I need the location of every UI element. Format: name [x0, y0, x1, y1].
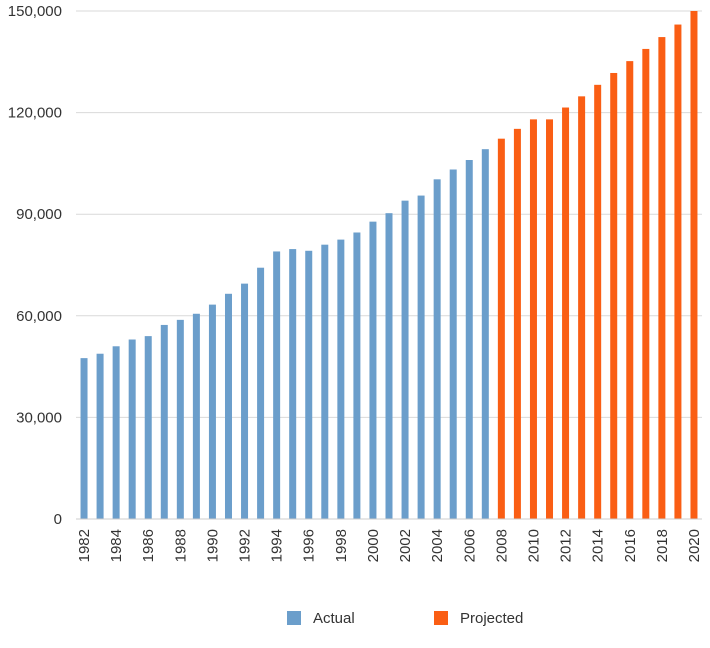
bar-actual-1988: [176, 319, 184, 519]
x-tick-label: 2014: [590, 529, 607, 562]
bar-actual-1984: [112, 346, 120, 519]
x-tick-label: 1990: [204, 529, 221, 562]
y-tick-label: 150,000: [8, 3, 62, 20]
bar-actual-2000: [369, 221, 377, 519]
bar-actual-1991: [224, 293, 232, 519]
x-tick-label: 1984: [108, 529, 125, 562]
bar-actual-1995: [289, 249, 297, 519]
bar-actual-2007: [481, 149, 489, 519]
bar-actual-1992: [241, 283, 249, 519]
legend-label-projected: Projected: [460, 610, 523, 627]
bar-projected-2016: [626, 61, 634, 520]
bar-actual-1987: [160, 324, 168, 519]
bar-actual-1998: [337, 239, 345, 519]
bar-projected-2014: [594, 84, 602, 519]
y-tick-label: 30,000: [16, 409, 62, 426]
bar-projected-2013: [578, 96, 586, 519]
bar-actual-1983: [96, 353, 104, 519]
x-tick-label: 2012: [558, 529, 575, 562]
bar-projected-2015: [610, 72, 618, 519]
bar-actual-2004: [433, 179, 441, 519]
legend-swatch-actual: [287, 611, 301, 625]
bar-projected-2019: [674, 24, 682, 520]
bar-projected-2008: [497, 138, 505, 519]
x-tick-label: 2016: [622, 529, 639, 562]
bar-actual-1993: [257, 267, 265, 519]
bar-actual-1996: [305, 250, 313, 519]
x-tick-label: 2010: [525, 529, 542, 562]
y-tick-label: 120,000: [8, 105, 62, 122]
legend-swatch-projected: [434, 611, 448, 625]
y-tick-label: 60,000: [16, 308, 62, 325]
bar-projected-2018: [658, 37, 666, 519]
x-tick-label: 1998: [333, 529, 350, 562]
bar-actual-2005: [449, 169, 457, 519]
bar-actual-1990: [208, 304, 216, 519]
x-axis-tick-labels: 1982 1984 1986 1988 1990 1992 1994 1996 1998 2000…: [76, 529, 703, 562]
x-tick-label: 2004: [429, 529, 446, 562]
y-tick-label: 0: [54, 511, 62, 528]
bar-actual-1994: [273, 251, 281, 519]
x-tick-label: 2006: [461, 529, 478, 562]
x-tick-label: 1986: [140, 529, 157, 562]
x-tick-label: 2000: [365, 529, 382, 562]
legend: Actual Projected: [287, 610, 523, 627]
bar-projected-2009: [513, 128, 521, 520]
bar-actual-1997: [321, 244, 329, 519]
bar-actual-2001: [385, 213, 393, 519]
bar-projected-2020: [690, 11, 698, 519]
x-tick-label: 2018: [654, 529, 671, 562]
bar-projected-2017: [642, 48, 650, 520]
bar-actual-1989: [192, 313, 200, 519]
bar-actual-2002: [401, 200, 409, 519]
x-tick-label: 1994: [269, 529, 286, 562]
legend-label-actual: Actual: [313, 610, 355, 627]
bar-actual-2003: [417, 195, 425, 519]
bar-actual-1982: [80, 358, 88, 519]
x-tick-label: 2008: [493, 529, 510, 562]
bar-actual-1985: [128, 339, 136, 519]
bar-actual-1986: [144, 336, 152, 519]
x-tick-label: 2002: [397, 529, 414, 562]
x-tick-label: 1996: [301, 529, 318, 562]
x-tick-label: 1988: [172, 529, 189, 562]
bar-projected-2010: [529, 119, 537, 520]
bar-projected-2011: [546, 119, 554, 520]
bar-actual-2006: [465, 160, 473, 519]
bar-actual-1999: [353, 232, 361, 520]
y-axis-tick-labels: 0 30,000 60,000 90,000 120,000 150,000: [8, 3, 62, 528]
bars: [80, 11, 698, 520]
x-tick-label: 1982: [76, 529, 93, 562]
bar-projected-2012: [562, 107, 570, 520]
x-tick-label: 2020: [686, 529, 703, 562]
y-tick-label: 90,000: [16, 206, 62, 223]
x-tick-label: 1992: [237, 529, 254, 562]
